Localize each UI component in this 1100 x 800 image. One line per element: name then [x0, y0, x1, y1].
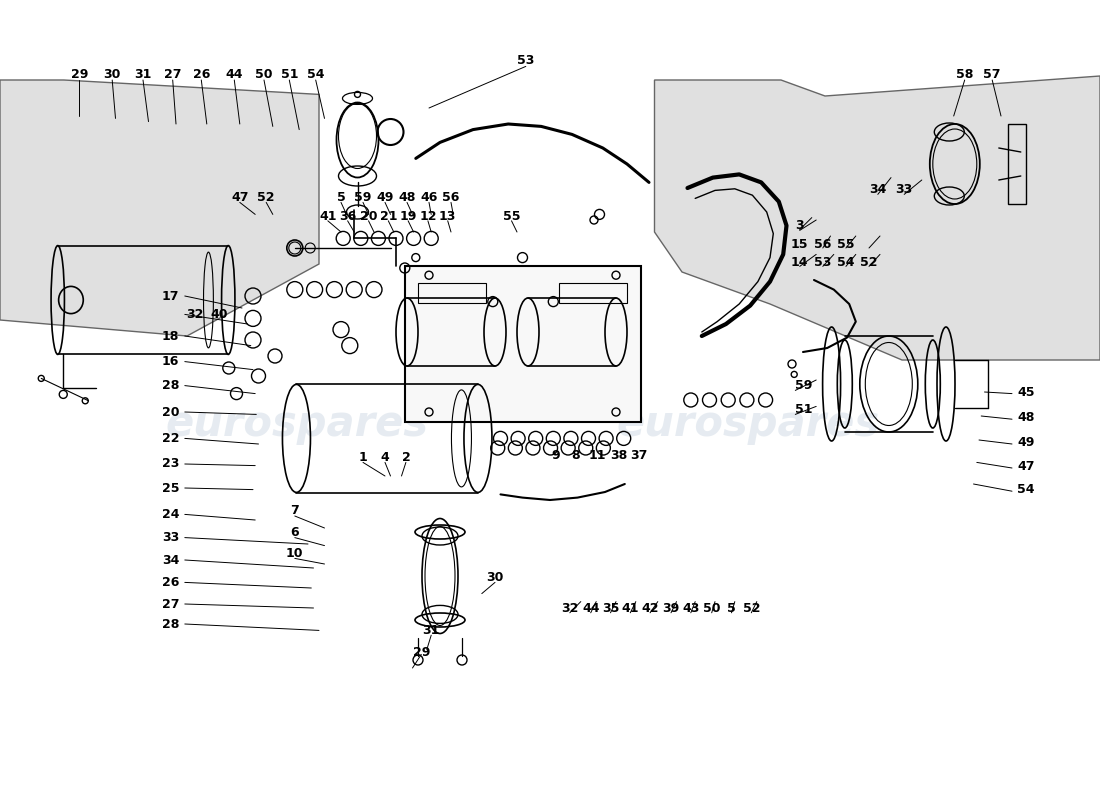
Text: 17: 17: [162, 290, 179, 302]
Text: 41: 41: [621, 602, 639, 614]
Text: 28: 28: [162, 618, 179, 630]
Text: 31: 31: [134, 68, 152, 81]
Text: 6: 6: [290, 526, 299, 538]
Text: 4: 4: [381, 451, 389, 464]
Text: 27: 27: [162, 598, 179, 610]
Text: 49: 49: [376, 191, 394, 204]
Text: 54: 54: [307, 68, 324, 81]
Text: 24: 24: [162, 508, 179, 521]
Text: 58: 58: [956, 68, 974, 81]
Text: 48: 48: [1018, 411, 1035, 424]
Text: 51: 51: [280, 68, 298, 81]
Text: 37: 37: [630, 450, 648, 462]
Text: 10: 10: [286, 547, 304, 560]
Text: 20: 20: [162, 406, 179, 418]
Text: 55: 55: [837, 238, 855, 250]
Text: 13: 13: [439, 210, 456, 222]
Text: eurospares: eurospares: [165, 403, 429, 445]
Text: 30: 30: [486, 571, 504, 584]
Text: 54: 54: [1018, 483, 1035, 496]
Bar: [405, 266, 641, 422]
Text: 52: 52: [860, 256, 878, 269]
Bar: [559, 283, 627, 303]
Text: 11: 11: [588, 450, 606, 462]
Text: 59: 59: [354, 191, 372, 204]
Text: 50: 50: [255, 68, 273, 81]
Polygon shape: [654, 76, 1100, 360]
Text: 29: 29: [70, 68, 88, 81]
Text: 29: 29: [412, 646, 430, 658]
Text: 30: 30: [103, 68, 121, 81]
Text: 9: 9: [551, 450, 560, 462]
Text: 5: 5: [727, 602, 736, 614]
Text: 31: 31: [422, 624, 440, 637]
Text: 47: 47: [1018, 460, 1035, 473]
Text: 15: 15: [791, 238, 808, 250]
Text: 22: 22: [162, 432, 179, 445]
Text: 56: 56: [442, 191, 460, 204]
Text: 35: 35: [602, 602, 619, 614]
Text: 45: 45: [1018, 386, 1035, 398]
Text: 26: 26: [192, 68, 210, 81]
Text: 18: 18: [162, 330, 179, 342]
Text: 23: 23: [162, 458, 179, 470]
Text: 54: 54: [837, 256, 855, 269]
Text: 55: 55: [503, 210, 520, 222]
Text: 34: 34: [162, 554, 179, 566]
Text: 33: 33: [895, 183, 913, 196]
Text: 7: 7: [290, 504, 299, 517]
Text: 2: 2: [402, 451, 410, 464]
Text: 46: 46: [420, 191, 438, 204]
Text: 44: 44: [226, 68, 243, 81]
Text: 52: 52: [742, 602, 760, 614]
Text: 49: 49: [1018, 436, 1035, 449]
Text: eurospares: eurospares: [616, 403, 880, 445]
Text: 34: 34: [869, 183, 887, 196]
Text: 20: 20: [360, 210, 377, 222]
Text: 53: 53: [517, 54, 535, 66]
Text: 27: 27: [164, 68, 182, 81]
Text: 3: 3: [795, 219, 804, 232]
Text: 47: 47: [231, 191, 249, 204]
Text: 25: 25: [162, 482, 179, 494]
Text: 5: 5: [337, 191, 345, 204]
Text: 43: 43: [682, 602, 700, 614]
Text: 33: 33: [162, 531, 179, 544]
Text: 32: 32: [561, 602, 579, 614]
Text: 51: 51: [795, 403, 813, 416]
Text: 26: 26: [162, 576, 179, 589]
Text: 53: 53: [814, 256, 832, 269]
Text: 36: 36: [339, 210, 356, 222]
Text: 50: 50: [703, 602, 720, 614]
Text: 56: 56: [814, 238, 832, 250]
Text: 57: 57: [983, 68, 1001, 81]
Text: 38: 38: [610, 450, 628, 462]
Text: 12: 12: [419, 210, 437, 222]
Text: 32: 32: [186, 308, 204, 321]
Text: 8: 8: [571, 450, 580, 462]
Text: 39: 39: [662, 602, 680, 614]
Text: 28: 28: [162, 379, 179, 392]
Text: 40: 40: [210, 308, 228, 321]
Text: 1: 1: [359, 451, 367, 464]
Text: 21: 21: [379, 210, 397, 222]
Bar: [418, 283, 486, 303]
Text: 44: 44: [582, 602, 600, 614]
Text: 14: 14: [791, 256, 808, 269]
Text: 42: 42: [641, 602, 659, 614]
Polygon shape: [0, 80, 319, 336]
Text: 52: 52: [257, 191, 275, 204]
Text: 16: 16: [162, 355, 179, 368]
Text: 59: 59: [795, 379, 813, 392]
Text: 19: 19: [399, 210, 417, 222]
Text: 41: 41: [319, 210, 337, 222]
Text: 48: 48: [398, 191, 416, 204]
